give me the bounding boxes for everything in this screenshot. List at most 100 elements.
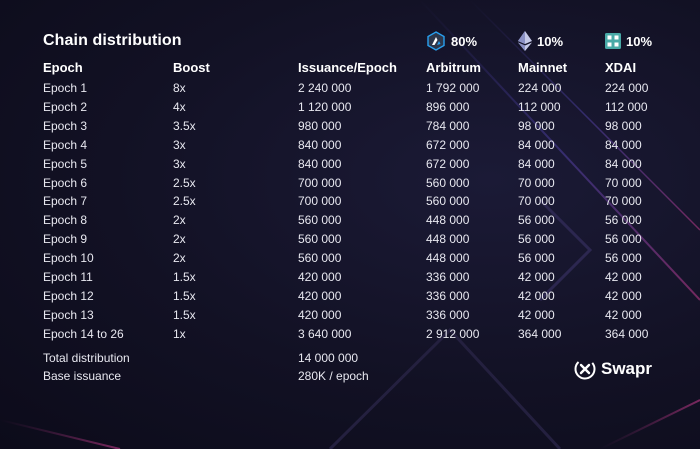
cell-mainnet: 42 000 bbox=[518, 307, 555, 322]
total-distribution-value: 14 000 000 bbox=[298, 351, 359, 365]
deco-line bbox=[328, 327, 562, 449]
table-row: Epoch 3 3.5x 980 000 784 000 98 000 98 000 bbox=[0, 117, 700, 136]
cell-epoch: Epoch 1 bbox=[43, 81, 88, 95]
deco-line bbox=[0, 419, 121, 449]
base-issuance-label: Base issuance bbox=[43, 369, 122, 383]
table-row: Epoch 8 2x 560 000 448 000 56 000 56 000 bbox=[0, 211, 700, 230]
cell-arbitrum: 448 000 bbox=[426, 232, 470, 247]
cell-issuance: 980 000 bbox=[298, 118, 342, 133]
table-row: Epoch 11 1.5x 420 000 336 000 42 000 42 000 bbox=[0, 268, 700, 287]
cell-epoch: Epoch 4 bbox=[43, 137, 88, 152]
cell-arbitrum: 336 000 bbox=[426, 270, 470, 284]
cell-arbitrum: 672 000 bbox=[426, 137, 470, 152]
cell-arbitrum: 672 000 bbox=[426, 156, 470, 171]
table-row: Epoch 4 3x 840 000 672 000 84 000 84 000 bbox=[0, 136, 700, 155]
cell-mainnet: 56 000 bbox=[518, 213, 555, 228]
cell-epoch: Epoch 10 bbox=[43, 251, 94, 266]
cell-epoch: Epoch 6 bbox=[43, 175, 88, 190]
cell-arbitrum: 560 000 bbox=[426, 175, 470, 190]
cell-epoch: Epoch 3 bbox=[43, 118, 88, 133]
cell-issuance: 700 000 bbox=[298, 194, 342, 209]
column-header-boost: Boost bbox=[173, 60, 210, 75]
cell-xdai: 56 000 bbox=[605, 232, 642, 247]
brand-name: Swapr bbox=[601, 359, 653, 378]
cell-epoch: Epoch 8 bbox=[43, 213, 88, 228]
table-row: Epoch 13 1.5x 420 000 336 000 42 000 42 000 bbox=[0, 306, 700, 325]
deco-line bbox=[469, 0, 700, 231]
page-title: Chain distribution bbox=[43, 32, 182, 49]
cell-boost: 3x bbox=[173, 156, 186, 171]
cell-xdai: 42 000 bbox=[605, 288, 642, 303]
table-row: Epoch 7 2.5x 700 000 560 000 70 000 70 000 bbox=[0, 192, 700, 211]
cell-issuance: 1 120 000 bbox=[298, 99, 352, 114]
cell-boost: 1x bbox=[173, 326, 186, 341]
xdai-pct: 10% bbox=[626, 33, 653, 49]
cell-xdai: 42 000 bbox=[605, 307, 642, 322]
cell-epoch: Epoch 14 to 26 bbox=[43, 326, 124, 341]
column-header-arbitrum: Arbitrum bbox=[426, 60, 481, 75]
cell-xdai: 112 000 bbox=[605, 99, 648, 114]
table-row: Epoch 9 2x 560 000 448 000 56 000 56 000 bbox=[0, 230, 700, 249]
table-row: Epoch 14 to 26 1x 3 640 000 2 912 000 364 00… bbox=[0, 325, 700, 344]
column-header-epoch: Epoch bbox=[43, 60, 83, 75]
ethereum-icon bbox=[518, 31, 532, 51]
cell-boost: 2.5x bbox=[173, 194, 196, 209]
cell-boost: 2x bbox=[173, 251, 186, 266]
cell-epoch: Epoch 13 bbox=[43, 307, 94, 322]
cell-xdai: 364 000 bbox=[605, 326, 649, 341]
cell-boost: 2x bbox=[173, 232, 186, 247]
cell-issuance: 420 000 bbox=[298, 270, 342, 284]
table-row: Epoch 2 4x 1 120 000 896 000 112 000 112 000 bbox=[0, 98, 700, 117]
cell-xdai: 42 000 bbox=[605, 270, 642, 284]
arbitrum-pct: 80% bbox=[451, 33, 478, 49]
cell-epoch: Epoch 2 bbox=[43, 99, 88, 114]
cell-mainnet: 42 000 bbox=[518, 270, 555, 284]
cell-arbitrum: 560 000 bbox=[426, 194, 470, 209]
cell-boost: 1.5x bbox=[173, 307, 196, 322]
cell-xdai: 98 000 bbox=[605, 118, 642, 133]
cell-xdai: 84 000 bbox=[605, 156, 642, 171]
cell-mainnet: 42 000 bbox=[518, 288, 555, 303]
cell-mainnet: 224 000 bbox=[518, 81, 562, 95]
cell-boost: 3x bbox=[173, 137, 186, 152]
cell-issuance: 560 000 bbox=[298, 251, 342, 266]
cell-epoch: Epoch 9 bbox=[43, 232, 88, 247]
cell-xdai: 56 000 bbox=[605, 251, 642, 266]
cell-boost: 3.5x bbox=[173, 118, 196, 133]
cell-epoch: Epoch 7 bbox=[43, 194, 88, 209]
arbitrum-share: 80% bbox=[426, 31, 477, 51]
cell-xdai: 70 000 bbox=[605, 194, 642, 209]
table-row: Epoch 1 8x 2 240 000 1 792 000 224 000 224 00… bbox=[0, 79, 700, 98]
cell-arbitrum: 2 912 000 bbox=[426, 326, 480, 341]
cell-arbitrum: 784 000 bbox=[426, 118, 470, 133]
total-distribution-label: Total distribution bbox=[43, 351, 130, 365]
column-header-mainnet: Mainnet bbox=[518, 60, 568, 75]
cell-mainnet: 70 000 bbox=[518, 194, 555, 209]
swapr-logo: Swapr bbox=[574, 358, 652, 380]
mainnet-pct: 10% bbox=[537, 33, 564, 49]
cell-issuance: 3 640 000 bbox=[298, 326, 352, 341]
xdai-share: 10% bbox=[605, 31, 652, 51]
cell-issuance: 700 000 bbox=[298, 175, 342, 190]
cell-boost: 8x bbox=[173, 81, 186, 95]
cell-mainnet: 56 000 bbox=[518, 251, 555, 266]
cell-mainnet: 70 000 bbox=[518, 175, 555, 190]
cell-mainnet: 112 000 bbox=[518, 99, 561, 114]
cell-issuance: 420 000 bbox=[298, 307, 342, 322]
cell-mainnet: 84 000 bbox=[518, 156, 555, 171]
cell-arbitrum: 448 000 bbox=[426, 213, 470, 228]
cell-boost: 1.5x bbox=[173, 288, 196, 303]
cell-issuance: 420 000 bbox=[298, 288, 342, 303]
cell-xdai: 70 000 bbox=[605, 175, 642, 190]
base-issuance-value: 280K / epoch bbox=[298, 369, 369, 383]
cell-boost: 4x bbox=[173, 99, 186, 114]
cell-boost: 1.5x bbox=[173, 270, 196, 284]
deco-line bbox=[538, 198, 593, 302]
cell-issuance: 840 000 bbox=[298, 156, 342, 171]
cell-epoch: Epoch 5 bbox=[43, 156, 88, 171]
cell-arbitrum: 896 000 bbox=[426, 99, 470, 114]
cell-issuance: 2 240 000 bbox=[298, 81, 352, 95]
mainnet-share: 10% bbox=[518, 31, 563, 51]
